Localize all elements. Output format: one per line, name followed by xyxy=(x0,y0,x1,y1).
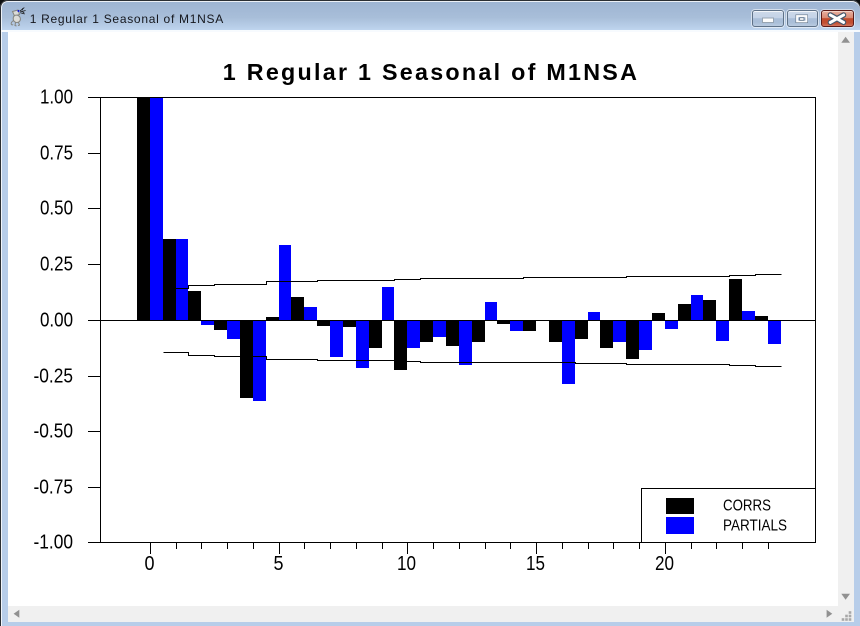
svg-text:1.00: 1.00 xyxy=(40,86,73,108)
svg-text:10: 10 xyxy=(397,553,416,575)
svg-text:5: 5 xyxy=(274,553,284,575)
svg-text:-0.75: -0.75 xyxy=(34,476,74,498)
svg-text:1 Regular 1 Seasonal of M1NSA: 1 Regular 1 Seasonal of M1NSA xyxy=(223,59,639,85)
svg-text:0: 0 xyxy=(145,553,155,575)
svg-text:-0.25: -0.25 xyxy=(34,365,74,387)
svg-text:15: 15 xyxy=(526,553,545,575)
svg-text:PARTIALS: PARTIALS xyxy=(723,517,787,534)
svg-text:-1.00: -1.00 xyxy=(34,531,74,553)
svg-text:0.50: 0.50 xyxy=(40,197,73,219)
svg-text:-0.50: -0.50 xyxy=(34,420,74,442)
svg-text:CORRS: CORRS xyxy=(723,497,771,514)
svg-text:0.00: 0.00 xyxy=(40,309,73,331)
svg-text:0.75: 0.75 xyxy=(40,142,73,164)
svg-text:0.25: 0.25 xyxy=(40,253,73,275)
svg-text:20: 20 xyxy=(655,553,674,575)
